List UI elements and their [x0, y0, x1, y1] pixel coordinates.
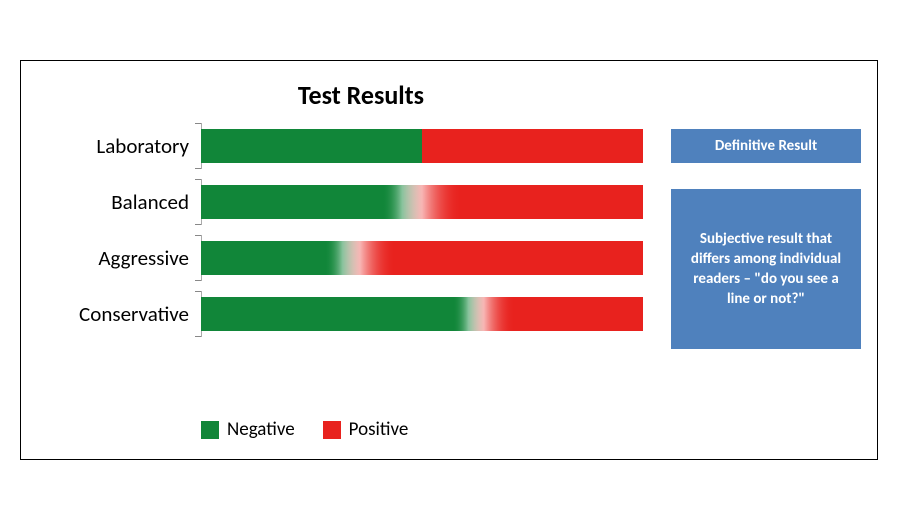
bar: [201, 129, 643, 163]
legend-swatch: [201, 421, 219, 439]
bar-rows: Laboratory Balanced Aggressive Conservative: [21, 129, 661, 353]
callout-definitive: Definitive Result: [671, 129, 861, 163]
legend-swatch: [323, 421, 341, 439]
row-label: Conservative: [21, 301, 201, 327]
row-label: Balanced: [21, 189, 201, 215]
bar-row: Aggressive: [21, 241, 661, 275]
chart-frame: Test Results Laboratory Balanced Aggressiv…: [20, 60, 878, 460]
callout-subjective: Subjective result that differs among ind…: [671, 189, 861, 349]
legend: Negative Positive: [201, 418, 408, 441]
bar-row: Balanced: [21, 185, 661, 219]
row-label: Laboratory: [21, 133, 201, 159]
bar: [201, 297, 643, 331]
legend-label: Negative: [227, 418, 295, 441]
legend-item: Negative: [201, 418, 295, 441]
bar-row: Conservative: [21, 297, 661, 331]
row-label: Aggressive: [21, 245, 201, 271]
legend-item: Positive: [323, 418, 409, 441]
bar: [201, 241, 643, 275]
bar-row: Laboratory: [21, 129, 661, 163]
chart-title: Test Results: [191, 79, 531, 111]
bar: [201, 185, 643, 219]
legend-label: Positive: [349, 418, 409, 441]
